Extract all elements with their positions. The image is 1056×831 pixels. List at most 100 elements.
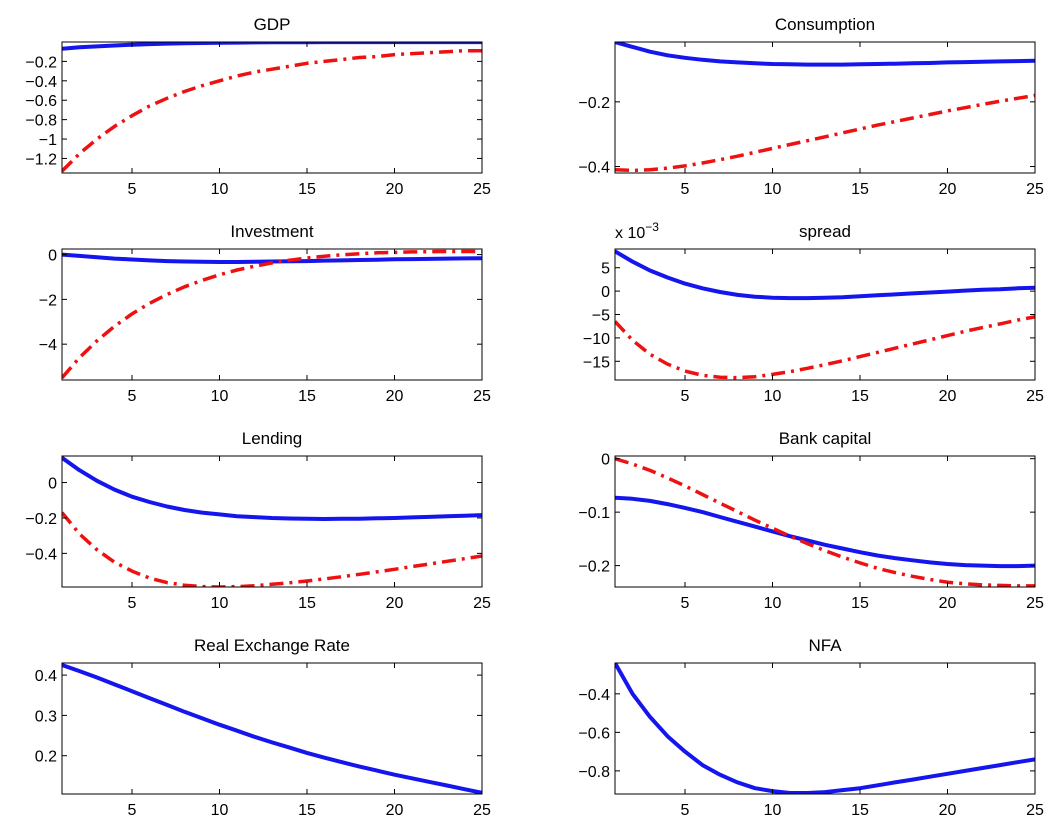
panel-real-exchange-rate-xtick-label: 10 bbox=[211, 802, 229, 819]
panel-spread-xtick-label: 15 bbox=[851, 388, 869, 405]
panel-gdp-series-red-dashdot bbox=[62, 48, 482, 173]
panel-lending-ytick-label: 0 bbox=[48, 476, 57, 493]
panel-nfa-xtick-label: 20 bbox=[939, 802, 957, 819]
panel-lending: Lending 5 10 15 20 25 −0.4 −0.2 0 bbox=[25, 429, 491, 612]
panel-real-exchange-rate-frame bbox=[61, 662, 483, 795]
panel-real-exchange-rate: Real Exchange Rate 5 10 15 20 25 0.2 0.3 0.4 bbox=[35, 636, 491, 819]
panel-real-exchange-rate-xtick-label: 20 bbox=[386, 802, 404, 819]
panel-consumption-xtick-label: 5 bbox=[681, 181, 690, 198]
panel-bank-capital-xtick-label: 20 bbox=[939, 595, 957, 612]
panel-bank-capital-xtick-label: 5 bbox=[681, 595, 690, 612]
panel-consumption-xtick-label: 20 bbox=[939, 181, 957, 198]
panel-gdp-ytick-label: −1.2 bbox=[25, 151, 57, 168]
panel-bank-capital-xtick-label: 10 bbox=[764, 595, 782, 612]
panel-lending-xtick-label: 20 bbox=[386, 595, 404, 612]
panel-gdp-ytick-label: −0.2 bbox=[25, 54, 57, 71]
panel-gdp-ytick-label: −0.8 bbox=[25, 113, 57, 130]
panel-nfa-series-blue-solid bbox=[615, 663, 1035, 794]
panel-nfa-ytick-label: −0.8 bbox=[578, 764, 610, 781]
panel-bank-capital-title: Bank capital bbox=[779, 429, 872, 448]
panel-gdp-xtick-label: 15 bbox=[298, 181, 316, 198]
panel-spread-ytick-label: 5 bbox=[601, 261, 610, 278]
panel-investment-xtick-label: 25 bbox=[473, 388, 491, 405]
panel-nfa-xtick-label: 15 bbox=[851, 802, 869, 819]
panel-lending-ytick-label: −0.4 bbox=[25, 546, 57, 563]
panel-lending-xtick-label: 10 bbox=[211, 595, 229, 612]
panel-spread-xtick-label: 20 bbox=[939, 388, 957, 405]
panel-spread-ytick-label: 0 bbox=[601, 284, 610, 301]
panel-nfa-xtick-label: 25 bbox=[1026, 802, 1044, 819]
panel-consumption-ytick-label: −0.4 bbox=[578, 160, 610, 177]
panel-real-exchange-rate-title: Real Exchange Rate bbox=[194, 636, 350, 655]
panel-gdp-ytick-label: −0.6 bbox=[25, 93, 57, 110]
panel-real-exchange-rate-series-blue-solid bbox=[62, 663, 482, 794]
panel-investment-title: Investment bbox=[230, 222, 313, 241]
panel-bank-capital-ytick-label: −0.2 bbox=[578, 559, 610, 576]
panel-real-exchange-rate-ytick-label: 0.3 bbox=[35, 708, 57, 725]
panel-real-exchange-rate-xtick-label: 25 bbox=[473, 802, 491, 819]
panel-nfa-frame bbox=[614, 662, 1036, 795]
panel-nfa-title: NFA bbox=[808, 636, 842, 655]
panel-spread: spread x 10−3 5 10 15 20 25 −15 −10 −5 0 5 bbox=[583, 220, 1044, 405]
panel-bank-capital-xtick-label: 15 bbox=[851, 595, 869, 612]
panel-real-exchange-rate-xtick-label: 15 bbox=[298, 802, 316, 819]
panel-nfa-xtick-label: 10 bbox=[764, 802, 782, 819]
panel-lending-series-blue-solid bbox=[62, 456, 482, 521]
panel-investment-series-red-dashdot bbox=[62, 249, 482, 379]
panel-spread-title: spread bbox=[799, 222, 851, 241]
panel-bank-capital-frame bbox=[614, 455, 1036, 588]
panel-gdp-xtick-label: 20 bbox=[386, 181, 404, 198]
panel-spread-ytick-label: −10 bbox=[583, 331, 610, 348]
panel-bank-capital-xtick-label: 25 bbox=[1026, 595, 1044, 612]
panel-lending-series-red-dashdot bbox=[62, 511, 482, 587]
panel-investment-xtick-label: 5 bbox=[128, 388, 137, 405]
panel-spread-scale-label: x 10−3 bbox=[615, 220, 659, 242]
panel-investment-xtick-label: 15 bbox=[298, 388, 316, 405]
panel-consumption-title: Consumption bbox=[775, 15, 875, 34]
panel-bank-capital-ytick-label: 0 bbox=[601, 452, 610, 469]
panel-spread-xtick-label: 5 bbox=[681, 388, 690, 405]
panel-consumption-xtick-label: 10 bbox=[764, 181, 782, 198]
panel-investment-ytick-label: 0 bbox=[48, 248, 57, 265]
panel-consumption-xtick-label: 15 bbox=[851, 181, 869, 198]
panel-gdp-xtick-label: 5 bbox=[128, 181, 137, 198]
panel-investment-xtick-label: 10 bbox=[211, 388, 229, 405]
panel-investment-ytick-label: −2 bbox=[39, 292, 57, 309]
panel-lending-ytick-label: −0.2 bbox=[25, 511, 57, 528]
panel-spread-ytick-label: −5 bbox=[592, 308, 610, 325]
panel-lending-xtick-label: 15 bbox=[298, 595, 316, 612]
panel-consumption-xtick-label: 25 bbox=[1026, 181, 1044, 198]
panel-gdp: GDP 5 10 15 20 25 −1.2 −1 −0.8 −0.6 −0.4 −0.2 bbox=[25, 15, 491, 198]
panel-gdp-xtick-label: 25 bbox=[473, 181, 491, 198]
panel-gdp-series-blue-solid bbox=[62, 42, 482, 51]
panel-gdp-ytick-label: −1 bbox=[39, 132, 57, 149]
panel-real-exchange-rate-xtick-label: 5 bbox=[128, 802, 137, 819]
panel-consumption-series-red-dashdot bbox=[615, 93, 1035, 173]
panel-investment-frame bbox=[61, 248, 483, 381]
panel-investment-ytick-label: −4 bbox=[39, 337, 57, 354]
panel-consumption-ytick-label: −0.2 bbox=[578, 95, 610, 112]
panel-spread-xtick-label: 10 bbox=[764, 388, 782, 405]
panel-gdp-frame bbox=[61, 41, 483, 174]
panel-investment: Investment 5 10 15 20 25 −4 −2 0 bbox=[39, 222, 491, 405]
panel-consumption-series-blue-solid bbox=[615, 42, 1035, 67]
panel-real-exchange-rate-ytick-label: 0.4 bbox=[35, 668, 57, 685]
panel-bank-capital: Bank capital 5 10 15 20 25 −0.2 −0.1 0 bbox=[578, 429, 1044, 612]
panel-bank-capital-ytick-label: −0.1 bbox=[578, 505, 610, 522]
panel-consumption-frame bbox=[614, 41, 1036, 174]
panel-lending-frame bbox=[61, 455, 483, 588]
panel-nfa-ytick-label: −0.6 bbox=[578, 725, 610, 742]
panel-spread-xtick-label: 25 bbox=[1026, 388, 1044, 405]
panel-gdp-xtick-label: 10 bbox=[211, 181, 229, 198]
panel-consumption: Consumption 5 10 15 20 25 −0.4 −0.2 bbox=[578, 15, 1044, 198]
panel-lending-xtick-label: 5 bbox=[128, 595, 137, 612]
panel-nfa: NFA 5 10 15 20 25 −0.8 −0.6 −0.4 bbox=[578, 636, 1044, 819]
panel-gdp-ytick-label: −0.4 bbox=[25, 74, 57, 91]
panel-spread-frame bbox=[614, 248, 1036, 381]
panel-lending-title: Lending bbox=[242, 429, 303, 448]
panel-spread-ytick-label: −15 bbox=[583, 354, 610, 371]
panel-investment-xtick-label: 20 bbox=[386, 388, 404, 405]
panel-real-exchange-rate-ytick-label: 0.2 bbox=[35, 749, 57, 766]
panel-spread-series-red-dashdot bbox=[615, 315, 1035, 380]
